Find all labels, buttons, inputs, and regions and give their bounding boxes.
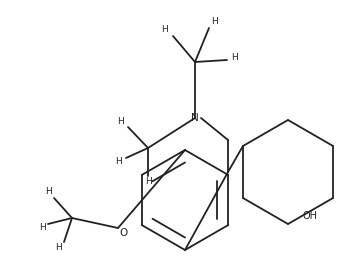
Text: OH: OH <box>303 211 318 221</box>
Text: H: H <box>115 158 121 167</box>
Text: H: H <box>232 54 239 63</box>
Text: H: H <box>145 177 151 186</box>
Text: H: H <box>211 17 218 26</box>
Text: H: H <box>44 187 51 196</box>
Text: H: H <box>54 243 61 252</box>
Text: O: O <box>119 228 127 238</box>
Text: H: H <box>117 117 124 126</box>
Text: N: N <box>191 113 199 123</box>
Text: H: H <box>38 224 45 233</box>
Text: H: H <box>162 26 168 35</box>
